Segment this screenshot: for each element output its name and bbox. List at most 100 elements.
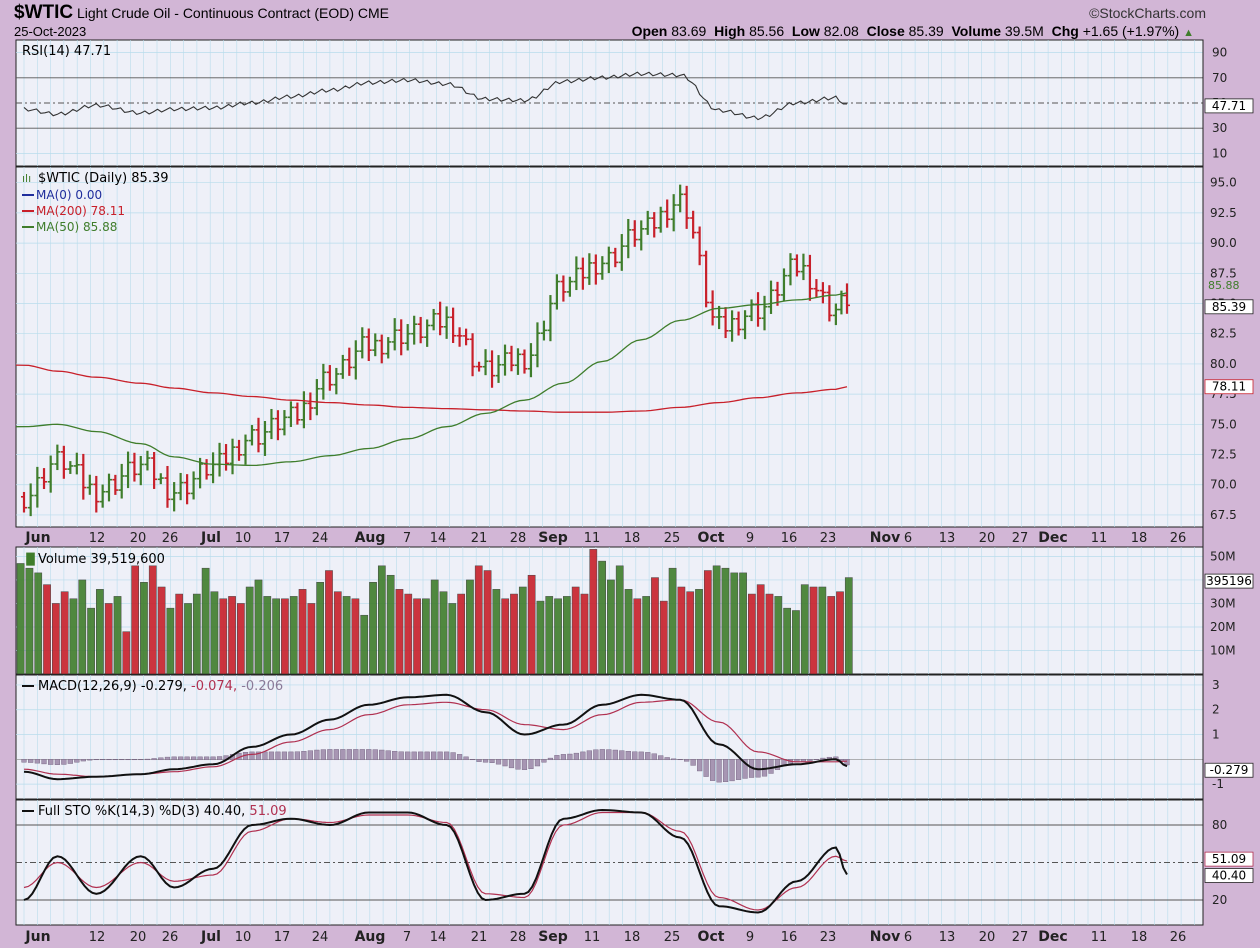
macd-hist-bar bbox=[671, 758, 677, 761]
volume-bar bbox=[96, 589, 104, 675]
price-ytick: 72.5 bbox=[1210, 448, 1237, 462]
bottom-xtick: 12 bbox=[89, 930, 106, 945]
price-xtick: 17 bbox=[274, 531, 291, 546]
macd-hist-bar bbox=[735, 759, 742, 780]
rsi-ytick: 10 bbox=[1212, 146, 1227, 160]
macd-hist-bar bbox=[495, 759, 502, 765]
price-ytick: 67.5 bbox=[1210, 508, 1237, 522]
close-label: Close bbox=[866, 23, 905, 39]
volume-bar bbox=[333, 591, 342, 675]
volume-bar bbox=[386, 574, 395, 675]
price-xtick: 26 bbox=[1170, 531, 1187, 546]
macd-hist-bar bbox=[262, 751, 268, 761]
macd-hist-bar bbox=[21, 759, 27, 763]
volume-bar bbox=[748, 593, 756, 675]
macd-hist-bar bbox=[489, 759, 495, 763]
macd-hist-bar bbox=[372, 749, 378, 761]
macd-hist-bar bbox=[515, 759, 521, 770]
price-xtick: 12 bbox=[89, 531, 106, 546]
volume-bar bbox=[281, 598, 289, 675]
price-xtick: 25 bbox=[664, 531, 681, 546]
bottom-xtick: Jun bbox=[24, 929, 50, 945]
macd-hist-bar bbox=[729, 759, 735, 782]
macd-hist-bar bbox=[437, 751, 443, 761]
macd-hist-bar bbox=[619, 750, 625, 761]
macd-ytick: 1 bbox=[1212, 728, 1220, 742]
macd-hist-bar bbox=[632, 751, 638, 761]
bottom-xtick: 6 bbox=[904, 930, 912, 945]
volume-bar bbox=[651, 577, 659, 675]
bottom-xtick: 11 bbox=[584, 930, 601, 945]
price-ytick: 80.0 bbox=[1210, 357, 1237, 371]
high-value: 85.56 bbox=[749, 23, 785, 39]
bottom-xtick: 25 bbox=[664, 930, 681, 945]
price-xtick: 16 bbox=[781, 531, 798, 546]
macd-signal-line bbox=[23, 699, 848, 778]
low-value: 82.08 bbox=[823, 23, 859, 39]
macd-hist-bar bbox=[444, 751, 450, 761]
bottom-xtick: Jul bbox=[200, 929, 221, 945]
volume-bar bbox=[395, 589, 404, 675]
ohlc-summary: Open 83.69 High 85.56 Low 82.08 Close 85… bbox=[632, 23, 1194, 39]
volume-bar bbox=[624, 589, 633, 675]
volume-bar bbox=[131, 565, 139, 675]
price-xtick: 11 bbox=[1091, 531, 1108, 546]
open-value: 83.69 bbox=[671, 23, 707, 39]
volume-bar bbox=[122, 631, 131, 675]
macd-hist-bar bbox=[249, 751, 255, 761]
macd-hist-bar bbox=[586, 750, 592, 761]
volume-bar bbox=[175, 593, 184, 675]
volume-bar bbox=[60, 591, 69, 675]
volume-bar bbox=[466, 579, 474, 675]
volume-bar bbox=[809, 586, 818, 675]
volume-bar bbox=[87, 607, 95, 675]
instrument-name: Light Crude Oil - Continuous Contract (E… bbox=[77, 5, 354, 21]
macd-hist-bar bbox=[658, 755, 664, 761]
macd-hist-bar bbox=[554, 755, 560, 761]
bottom-xtick: 11 bbox=[1091, 930, 1108, 945]
macd-hist-bar bbox=[418, 751, 424, 761]
volume-bar bbox=[827, 596, 836, 675]
macd-hist-bar bbox=[314, 749, 320, 761]
volume-bar bbox=[677, 586, 686, 675]
ma50-line bbox=[15, 292, 848, 467]
macd-ytick: -1 bbox=[1212, 777, 1224, 791]
volume-bar bbox=[695, 589, 703, 675]
bottom-xtick: Sep bbox=[538, 929, 568, 945]
macd-hist-bar bbox=[392, 751, 398, 761]
chg-up-arrow-icon: ▲ bbox=[1183, 27, 1194, 39]
macd-hist-bar bbox=[645, 752, 651, 761]
volume-bar bbox=[818, 586, 827, 675]
bottom-xtick: Nov bbox=[870, 929, 900, 945]
bottom-xtick: 17 bbox=[274, 930, 291, 945]
macd-hist-bar bbox=[80, 759, 86, 762]
price-xtick: 20 bbox=[130, 531, 147, 546]
macd-hist-bar bbox=[100, 759, 106, 761]
volume-bar bbox=[554, 598, 562, 675]
volume-bar bbox=[721, 567, 730, 675]
volume-bar bbox=[607, 579, 615, 675]
macd-hist-bar bbox=[41, 759, 47, 765]
volume-bar bbox=[245, 586, 254, 675]
macd-hist-bar bbox=[684, 759, 690, 762]
sto-k-value: 40.40 bbox=[1212, 869, 1246, 883]
macd-hist-bar bbox=[697, 759, 703, 772]
volume-bar bbox=[78, 579, 87, 675]
macd-line bbox=[23, 693, 848, 781]
rsi-ytick: 90 bbox=[1212, 46, 1227, 60]
bottom-xtick: 27 bbox=[1012, 930, 1029, 945]
macd-hist-bar bbox=[398, 751, 404, 761]
macd-hist-bar bbox=[431, 751, 437, 761]
price-ytick: 87.5 bbox=[1210, 266, 1237, 280]
macd-hist-bar bbox=[28, 759, 34, 763]
macd-hist-bar bbox=[528, 759, 534, 769]
sto-d-value-box bbox=[1204, 851, 1254, 867]
price-last-close-box bbox=[1204, 299, 1254, 315]
macd-hist-bar bbox=[463, 756, 469, 761]
bottom-xtick: 14 bbox=[430, 930, 447, 945]
macd-hist-bar bbox=[216, 756, 223, 761]
macd-ytick: 2 bbox=[1212, 703, 1220, 717]
volume-bar bbox=[580, 593, 589, 675]
price-xtick: 14 bbox=[430, 531, 447, 546]
